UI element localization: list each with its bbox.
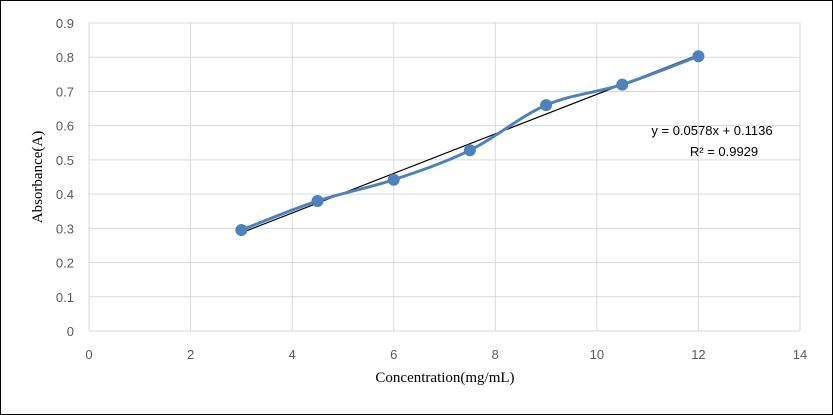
- y-tick-label: 0.9: [56, 16, 74, 31]
- y-tick-label: 0.2: [56, 256, 74, 271]
- x-tick-label: 8: [492, 347, 499, 362]
- x-tick-label: 4: [289, 347, 296, 362]
- y-tick-label: 0: [67, 324, 74, 339]
- y-tick-label: 0.5: [56, 153, 74, 168]
- y-axis-title: Absorbance(A): [30, 131, 46, 223]
- data-point: [387, 173, 400, 186]
- x-tick-label: 2: [187, 347, 194, 362]
- data-point: [540, 99, 553, 112]
- x-axis-title: Concentration(mg/mL): [375, 370, 514, 386]
- y-tick-label: 0.8: [56, 50, 74, 65]
- y-tick-label: 0.3: [56, 221, 74, 236]
- data-point: [311, 194, 324, 207]
- x-tick-label: 12: [691, 347, 705, 362]
- data-point: [235, 224, 248, 237]
- r-squared-label: R² = 0.9929: [690, 144, 758, 159]
- data-point: [616, 78, 629, 91]
- series-group: [235, 50, 705, 237]
- x-tick-label: 10: [590, 347, 604, 362]
- y-tick-label: 0.4: [56, 187, 74, 202]
- x-tick-label: 0: [85, 347, 92, 362]
- series-line: [239, 54, 700, 232]
- x-tick-label: 14: [793, 347, 807, 362]
- data-point: [463, 144, 476, 157]
- data-point: [692, 50, 705, 63]
- trendline-equation: y = 0.0578x + 0.1136: [651, 123, 772, 138]
- x-tick-label: 6: [390, 347, 397, 362]
- tick-labels: 0 0.1 0.2 0.3 0.4 0.5 0.6 0.7 0.8 0.9 0 2 4 6 8 10 12 14: [56, 16, 807, 362]
- y-tick-label: 0.6: [56, 119, 74, 134]
- y-tick-label: 0.1: [56, 290, 74, 305]
- y-tick-label: 0.7: [56, 84, 74, 99]
- gridlines: [88, 22, 801, 332]
